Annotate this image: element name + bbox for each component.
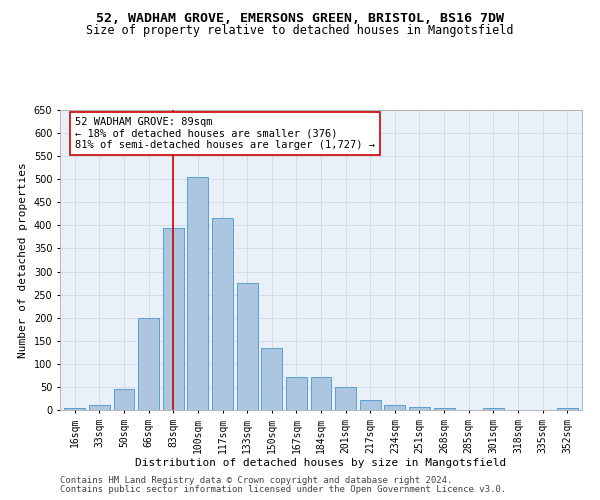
Bar: [385, 406, 406, 410]
Bar: [64, 408, 85, 410]
Bar: [187, 177, 208, 410]
Bar: [286, 377, 307, 410]
Text: Size of property relative to detached houses in Mangotsfield: Size of property relative to detached ho…: [86, 24, 514, 37]
Bar: [409, 407, 430, 410]
Bar: [113, 389, 134, 410]
Bar: [483, 408, 504, 410]
Bar: [360, 400, 381, 410]
Bar: [261, 348, 282, 410]
Bar: [163, 228, 184, 410]
Bar: [557, 408, 578, 410]
X-axis label: Distribution of detached houses by size in Mangotsfield: Distribution of detached houses by size …: [136, 458, 506, 468]
Bar: [212, 218, 233, 410]
Text: 52, WADHAM GROVE, EMERSONS GREEN, BRISTOL, BS16 7DW: 52, WADHAM GROVE, EMERSONS GREEN, BRISTO…: [96, 12, 504, 26]
Text: Contains HM Land Registry data © Crown copyright and database right 2024.: Contains HM Land Registry data © Crown c…: [60, 476, 452, 485]
Bar: [335, 387, 356, 410]
Bar: [434, 408, 455, 410]
Y-axis label: Number of detached properties: Number of detached properties: [18, 162, 28, 358]
Bar: [138, 318, 159, 410]
Bar: [236, 283, 257, 410]
Text: Contains public sector information licensed under the Open Government Licence v3: Contains public sector information licen…: [60, 485, 506, 494]
Bar: [89, 406, 110, 410]
Bar: [311, 377, 331, 410]
Text: 52 WADHAM GROVE: 89sqm
← 18% of detached houses are smaller (376)
81% of semi-de: 52 WADHAM GROVE: 89sqm ← 18% of detached…: [75, 117, 375, 150]
